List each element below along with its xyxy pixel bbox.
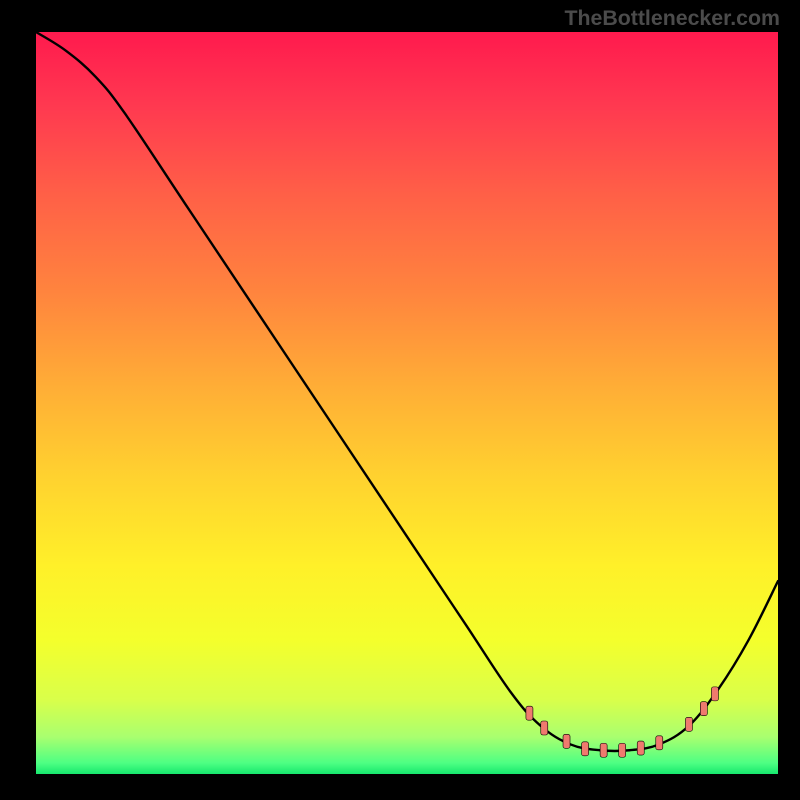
data-marker: [582, 742, 589, 756]
data-marker: [711, 687, 718, 701]
data-marker: [526, 706, 533, 720]
data-marker: [541, 721, 548, 735]
data-marker: [619, 743, 626, 757]
data-marker: [656, 736, 663, 750]
bottleneck-curve: [36, 32, 778, 751]
data-marker: [600, 743, 607, 757]
data-marker: [700, 702, 707, 716]
data-marker: [685, 717, 692, 731]
data-marker: [563, 734, 570, 748]
watermark-text: TheBottlenecker.com: [564, 6, 780, 31]
curve-layer: [36, 32, 778, 774]
data-marker: [637, 741, 644, 755]
plot-area: [36, 32, 778, 774]
chart-frame: TheBottlenecker.com: [0, 0, 800, 800]
